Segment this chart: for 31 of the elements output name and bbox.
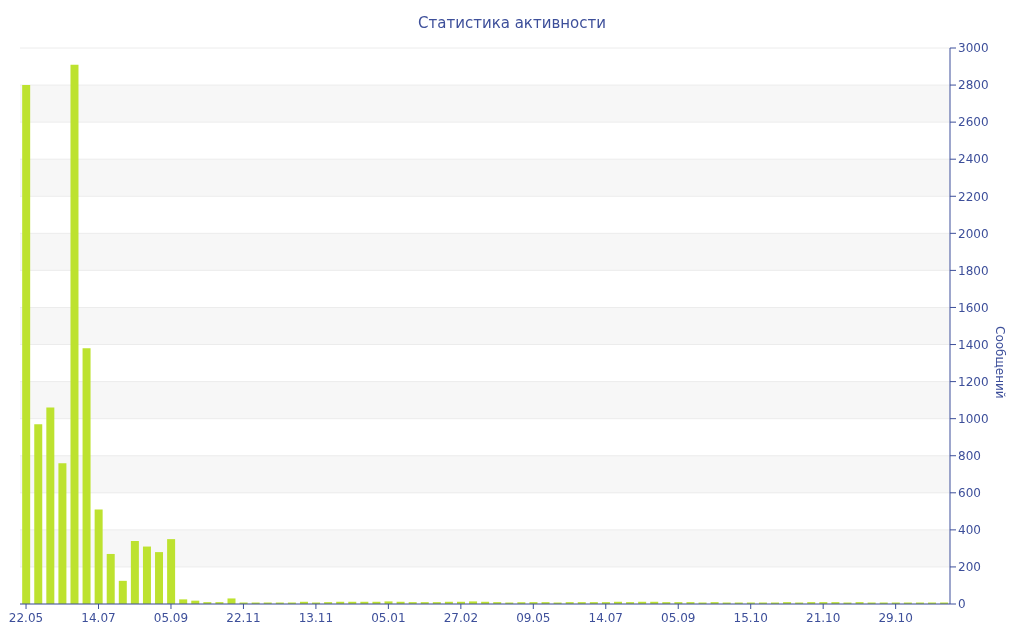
y-tick-label: 600 [958,486,981,501]
y-tick-label: 1800 [958,263,989,278]
x-tick-label: 22.05 [8,611,44,625]
y-tick-label: 2400 [958,152,989,167]
x-tick-label: 29.10 [878,611,913,625]
y-tick-label: 1200 [958,374,989,389]
y-tick-label: 400 [958,523,981,538]
x-tick-label: 21.10 [806,611,841,625]
x-tick-label: 05.09 [661,611,696,625]
x-tick-label: 14.07 [588,611,623,625]
x-tick-label: 05.01 [371,611,406,625]
y-tick-label: 200 [958,560,981,575]
y-tick-label: 0 [958,597,966,612]
x-tick-label: 15.10 [733,611,768,625]
x-tick-label: 14.07 [81,611,116,625]
y-tick-label: 1600 [958,300,989,315]
y-tick-label: 2000 [958,226,989,241]
y-tick-label: 1400 [958,337,989,352]
y-tick-label: 3000 [958,41,989,56]
y-tick-label: 1000 [958,411,989,426]
x-tick-label: 09.05 [516,611,551,625]
y-tick-label: 800 [958,448,981,463]
y-tick-label: 2200 [958,189,989,204]
chart-title: Статистика активности [417,13,607,34]
y-tick-label: 2800 [958,78,989,93]
y-axis-title: Сообщений [992,326,1007,399]
x-tick-label: 05.09 [153,611,189,625]
x-tick-label: 27.02 [443,611,479,625]
x-tick-label: 13.11 [298,611,334,625]
x-tick-label: 22.11 [226,611,261,625]
y-tick-label: 2600 [958,115,989,130]
